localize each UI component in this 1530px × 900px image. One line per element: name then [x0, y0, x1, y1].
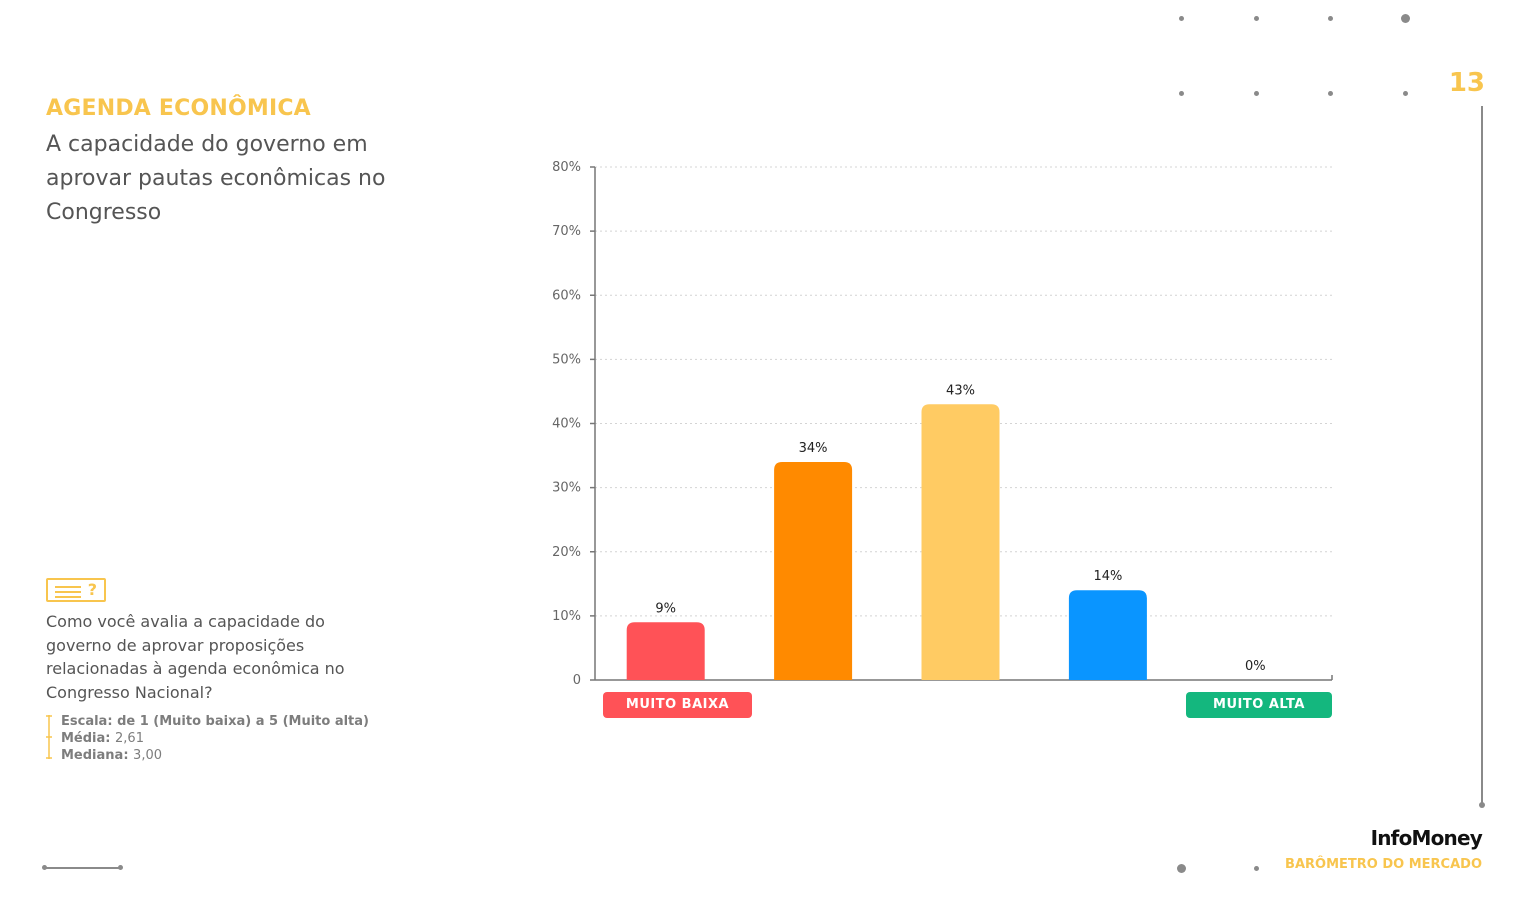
brand-logo: InfoMoney [1370, 826, 1483, 850]
scale-bracket-icon [46, 715, 52, 759]
mean-line: Média: 2,61 [61, 730, 369, 747]
line-dot [42, 865, 47, 870]
tag-muito-baixa: MUITO BAIXA [603, 692, 752, 718]
median-line: Mediana: 3,00 [61, 747, 369, 764]
brand-subtitle: BARÔMETRO DO MERCADO [1285, 857, 1482, 872]
decor-dot [1403, 91, 1408, 96]
y-tick-label: 40% [552, 417, 581, 432]
decor-dot [1179, 91, 1184, 96]
y-tick-label: 20% [552, 545, 581, 560]
bar [1068, 590, 1147, 680]
question-icon: ? [46, 578, 106, 602]
decor-dot [1328, 16, 1333, 21]
y-tick-label: 10% [552, 609, 581, 624]
scale-line: Escala: de 1 (Muito baixa) a 5 (Muito al… [61, 713, 369, 730]
y-tick-label: 80% [552, 160, 581, 175]
bar [626, 622, 705, 680]
bar [921, 404, 1000, 680]
decor-dot [1254, 16, 1259, 21]
mean-label: Média: [61, 731, 111, 746]
section-label: AGENDA ECONÔMICA [46, 96, 311, 121]
bar [774, 461, 853, 680]
bar-data-label: 43% [946, 383, 975, 398]
decor-dot [1254, 91, 1259, 96]
median-label: Mediana: [61, 748, 129, 763]
bar-data-label: 9% [655, 601, 676, 616]
y-tick-label: 0 [573, 673, 581, 688]
bottom-left-line [44, 867, 120, 869]
decor-dot [1401, 14, 1410, 23]
bar-data-label: 14% [1093, 569, 1122, 584]
decor-dot [1254, 866, 1259, 871]
page-number: 13 [1448, 68, 1485, 98]
survey-question: Como você avalia a capacidade do governo… [46, 612, 345, 702]
right-divider [1481, 106, 1483, 804]
tag-muito-alta: MUITO ALTA [1186, 692, 1332, 718]
y-tick-label: 50% [552, 352, 581, 367]
page-title: A capacidade do governo em aprovar pauta… [46, 132, 386, 225]
decor-dot [1328, 91, 1333, 96]
decor-dot [1177, 864, 1186, 873]
y-tick-label: 70% [552, 224, 581, 239]
decor-dot [1179, 16, 1184, 21]
y-tick-label: 30% [552, 481, 581, 496]
bar-data-label: 34% [799, 441, 828, 456]
bar-data-label: 0% [1245, 659, 1266, 674]
y-tick-label: 60% [552, 288, 581, 303]
scale-value: de 1 (Muito baixa) a 5 (Muito alta) [117, 714, 369, 729]
line-dot [118, 865, 123, 870]
mean-value: 2,61 [115, 731, 144, 746]
scale-label: Escala: [61, 714, 113, 729]
median-value: 3,00 [133, 748, 162, 763]
divider-end-dot [1479, 802, 1485, 808]
